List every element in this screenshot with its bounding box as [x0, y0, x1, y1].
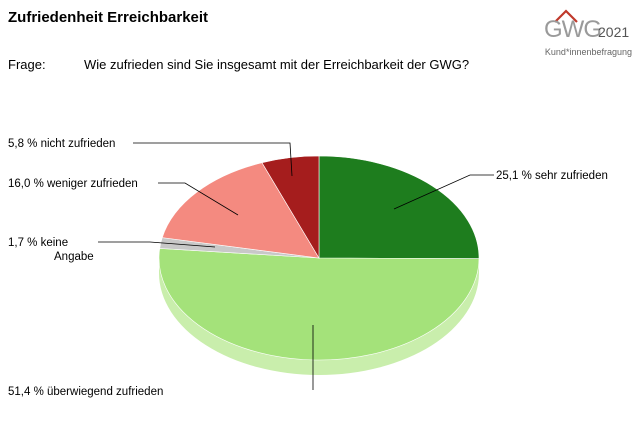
pie-labels: 25,1 % sehr zufrieden 51,4 % überwiegend …	[8, 138, 608, 398]
logo-brand: GWG	[544, 16, 602, 43]
logo-roof-icon	[554, 9, 578, 23]
pie-slice-4	[261, 155, 320, 260]
pie-slice-1	[158, 248, 480, 361]
question-text: Wie zufrieden sind Sie insgesamt mit der…	[84, 57, 470, 72]
data-label-2: 1,7 % keine	[8, 237, 68, 249]
data-label-3: 16,0 % weniger zufrieden	[8, 178, 138, 190]
pie-slice-3	[161, 162, 320, 259]
pie-slice-0	[318, 155, 480, 259]
page-title: Zufriedenheit Erreichbarkeit	[8, 9, 209, 26]
data-label-2-line2: Angabe	[54, 251, 94, 263]
leader-line-4	[133, 142, 293, 177]
pie-top	[158, 155, 480, 361]
data-label-4: 5,8 % nicht zufrieden	[8, 138, 115, 150]
leader-line-0	[393, 174, 494, 210]
leader-line-2	[98, 241, 216, 248]
data-label-0: 25,1 % sehr zufrieden	[496, 170, 608, 182]
gwg-logo: GWG 2021 Kund*innenbefragung	[520, 6, 636, 62]
logo-year: 2021	[598, 24, 630, 40]
leader-line-3	[158, 182, 239, 216]
logo-subtitle: Kund*innenbefragung	[544, 47, 632, 57]
question-label: Frage:	[8, 57, 46, 72]
data-label-1: 51,4 % überwiegend zufrieden	[8, 386, 163, 398]
